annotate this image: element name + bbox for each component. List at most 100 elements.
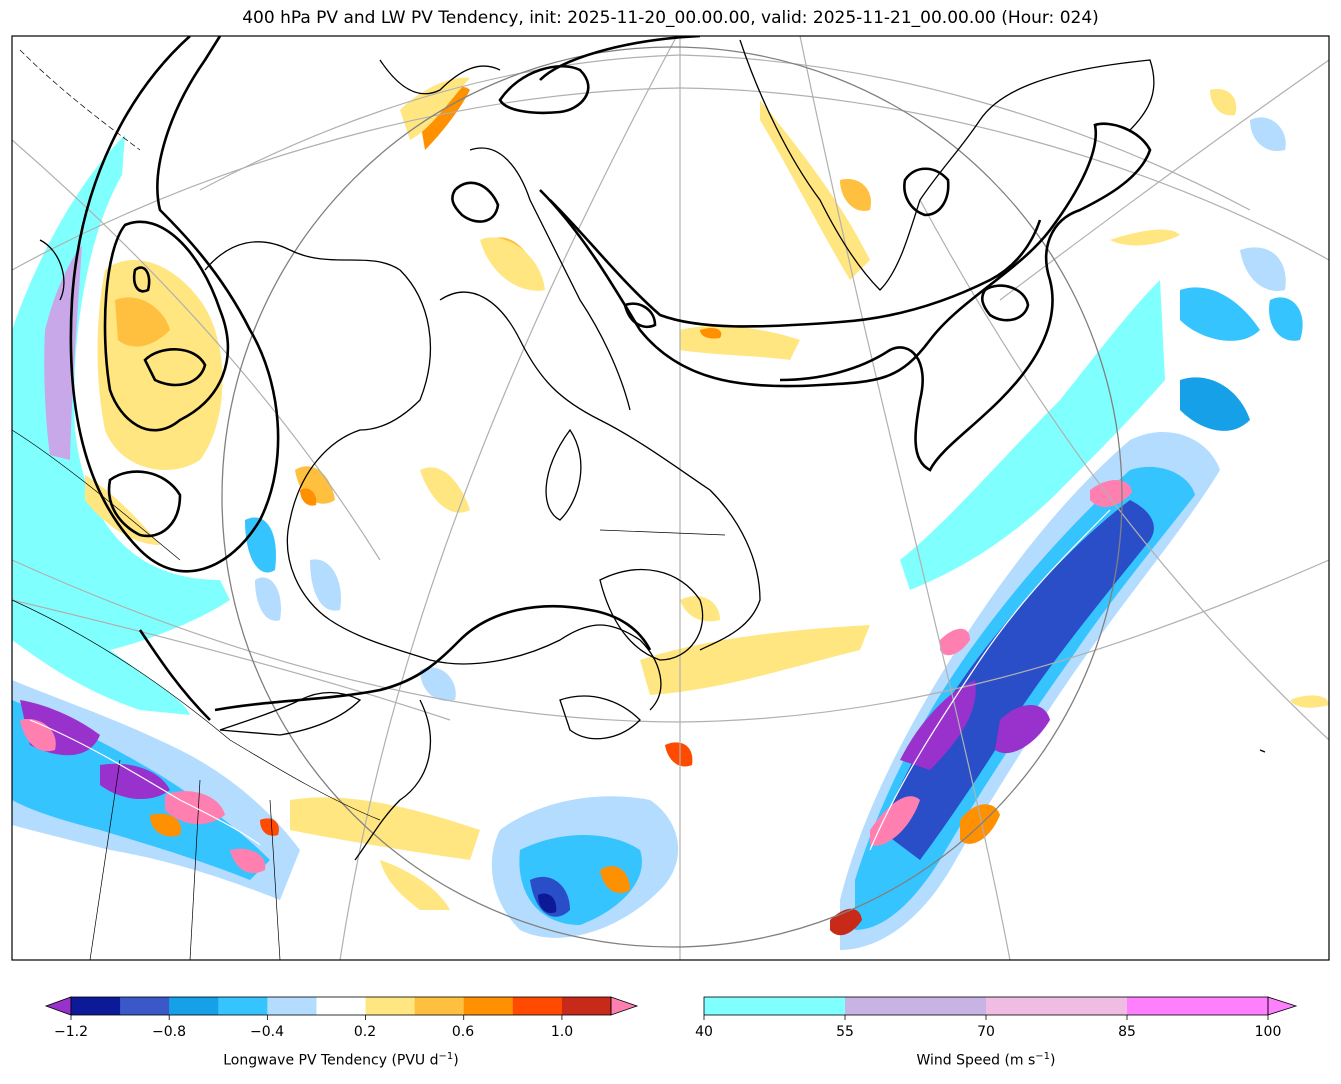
- colorbar-wind-label-exp: −1: [1035, 1051, 1051, 1062]
- colorbar-cell: [845, 997, 987, 1015]
- pv-contour-west-small-3: [107, 470, 182, 538]
- border-state-3: [269, 799, 281, 960]
- pv-contour-canada-1: [214, 604, 652, 712]
- cold-east-5: [1269, 297, 1303, 341]
- warm-band-greenland: [760, 100, 870, 280]
- cold-east-3: [1240, 247, 1286, 291]
- map-area: [12, 36, 1329, 960]
- warm-area-east: [1110, 229, 1180, 246]
- jet-band-east-dark: [880, 500, 1154, 860]
- cold-east-4: [1250, 117, 1286, 151]
- coast-newfoundland: [599, 568, 704, 661]
- colorbar-cell: [561, 997, 612, 1015]
- coast-western-islands: [39, 239, 65, 301]
- jet-band-sw-orange: [150, 813, 181, 837]
- warm-area-mid-2: [300, 488, 317, 506]
- coast-hudson-bay: [204, 241, 431, 621]
- colorbar-cell: [120, 997, 170, 1015]
- coast-island-east: [1259, 749, 1266, 753]
- colorbar-cell: [463, 997, 514, 1015]
- border-province-1: [12, 429, 181, 561]
- border-province-2: [599, 529, 726, 536]
- wind-speed-contours: [29, 509, 1111, 851]
- colorbar-wind-tick: 40: [695, 1024, 713, 1040]
- political-boundaries: [12, 49, 726, 960]
- cold-area-4: [420, 667, 456, 701]
- colorbar-pv-over-arrow: [610, 996, 639, 1016]
- coast-arctic-islands: [379, 59, 501, 95]
- cold-south-warm-2: [665, 742, 693, 767]
- colorbar-pv-tick: −0.4: [250, 1024, 284, 1040]
- cold-south-cluster-d: [538, 893, 557, 914]
- white-contour-sw: [29, 719, 261, 846]
- warm-east-2: [1290, 695, 1329, 708]
- warm-area-south-2: [380, 860, 450, 910]
- figure-title: 400 hPa PV and LW PV Tendency, init: 202…: [242, 8, 1099, 28]
- meridian-7: [12, 599, 451, 721]
- colorbar-pv-label-exp: −1: [438, 1051, 454, 1062]
- warm-band-central: [640, 625, 870, 695]
- pv-contour-west-outer: [69, 36, 280, 573]
- colorbar-pv-label-text: Longwave PV Tendency (PVU d: [223, 1052, 439, 1069]
- pv-contour-greenland: [903, 167, 950, 217]
- jet-band-sw-purple-2: [100, 763, 170, 800]
- colorbar-wind-tick: 85: [1118, 1024, 1136, 1040]
- colorbar-wind-label-text: Wind Speed (m s: [916, 1052, 1036, 1069]
- colorbar-cell: [414, 997, 465, 1015]
- pv-contour-north-arc: [539, 122, 1152, 472]
- coastlines: [39, 39, 1266, 861]
- pv-contour-north-2: [539, 36, 701, 81]
- warm-area-mid-4: [680, 596, 720, 622]
- colorbar-pv-tick: 1.0: [550, 1024, 574, 1040]
- colorbar-pv-tick: −0.8: [152, 1024, 186, 1040]
- pv-contours: [69, 36, 1152, 721]
- colorbar-pv-tick: −1.2: [54, 1024, 88, 1040]
- border-us-canada: [12, 599, 381, 821]
- pv-contour-north-arc-inner: [549, 199, 1042, 328]
- colorbar-pv-frame: [70, 996, 612, 1016]
- jet-band-sw-red: [260, 818, 279, 836]
- warm-area-mid-3: [420, 467, 470, 513]
- warm-arc-north-o: [700, 327, 722, 339]
- cold-area-2: [255, 577, 281, 621]
- coast-nova-scotia: [559, 695, 641, 740]
- map-frame: [11, 35, 1330, 961]
- pv-contour-baffin: [451, 181, 500, 223]
- coast-great-lakes: [219, 691, 362, 736]
- warm-east-1: [1210, 89, 1237, 116]
- coast-us-east: [354, 699, 432, 861]
- meridian-5: [999, 59, 1329, 301]
- colorbar-wind-tick: 70: [977, 1024, 995, 1040]
- pv-contour-west-small-1: [132, 266, 151, 293]
- warm-area-lab-y: [400, 77, 470, 140]
- colorbar-cell: [704, 997, 846, 1015]
- colorbar-pv-tick: 0.6: [451, 1024, 475, 1040]
- coast-hudson-inner: [545, 428, 582, 521]
- pv-tendency-shading: [12, 77, 1329, 951]
- colorbar-cell: [267, 997, 317, 1015]
- border-state-2: [189, 779, 201, 960]
- colorbar-pv-under-arrow: [44, 996, 72, 1016]
- colorbar-cell: [316, 997, 367, 1015]
- warm-area-south: [290, 797, 480, 860]
- colorbar-wind-over-arrow: [1267, 996, 1298, 1016]
- coast-labrador: [439, 291, 761, 651]
- coast-greenland: [739, 39, 1155, 291]
- pv-contour-west-inner: [103, 220, 230, 432]
- warm-greenland-2: [840, 179, 871, 211]
- warm-area-ice-y: [480, 237, 545, 291]
- meridian-1: [339, 36, 678, 960]
- jet-band-sw-pink-3: [230, 848, 266, 874]
- colorbar-wind-label: Wind Speed (m s−1): [916, 1051, 1055, 1069]
- pv-contour-north-1: [498, 65, 590, 115]
- wind-jet-east: [900, 280, 1165, 590]
- colorbar-wind-tick: 100: [1254, 1024, 1282, 1040]
- pv-contour-west-small-2: [143, 348, 207, 387]
- colorbar-wind-tick: 55: [836, 1024, 854, 1040]
- colorbar-pv-tendency: [44, 996, 639, 1020]
- cold-area-3: [310, 559, 341, 611]
- boundary-circle: [221, 46, 1123, 948]
- colorbar-pv-tick: 0.2: [353, 1024, 377, 1040]
- cold-east-1: [1180, 287, 1260, 341]
- cold-east-2: [1180, 377, 1250, 431]
